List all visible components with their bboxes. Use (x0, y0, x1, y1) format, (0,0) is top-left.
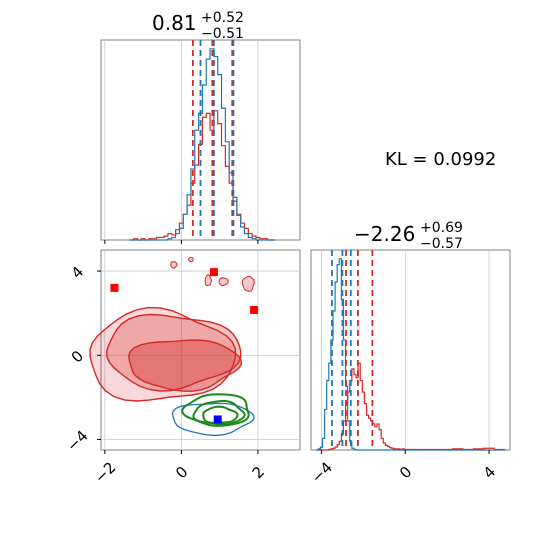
kl-annotation: KL = 0.0992 (385, 149, 496, 170)
green-contour-level (202, 405, 239, 424)
bottom-right-title-value: −2.26 (354, 222, 415, 246)
bottom-right-x-tick-label: 4 (480, 463, 499, 482)
bottom-left-x-tick-label: 2 (249, 463, 268, 482)
blue-square-marker (213, 415, 222, 424)
bottom-left-contours (89, 256, 259, 436)
bottom-left-y-tick-label: −4 (63, 427, 91, 455)
red-contour-level (128, 339, 243, 392)
bottom-right-title-lower: −0.57 (420, 236, 463, 252)
bottom-right-x-tick-label: −4 (308, 458, 336, 486)
bottom-left-panel-frame (100, 249, 301, 451)
red-contour-level (105, 313, 242, 392)
red-square-marker (250, 306, 259, 314)
bottom-left-x-tick-label: −2 (91, 458, 119, 486)
top-left-histogram-red (129, 110, 276, 241)
red-outlier-region (187, 256, 194, 263)
blue-contour-level (171, 402, 255, 436)
bottom-right-histogram-blue (316, 258, 505, 451)
bottom-left-y-tick-label: 0 (68, 347, 87, 366)
red-square-marker (110, 283, 119, 292)
red-outlier-region (218, 277, 229, 287)
top-left-title-value: 0.81 (152, 11, 197, 35)
bottom-right-histogram (316, 250, 506, 451)
bottom-left-y-tick-label: 4 (68, 263, 87, 282)
top-left-histogram-blue (129, 48, 276, 241)
red-square-marker (209, 268, 218, 277)
bottom-right-x-tick-label: 0 (396, 463, 415, 482)
red-outlier-region (241, 275, 255, 292)
red-outlier-region (204, 274, 212, 286)
bottom-right-histogram-red (316, 362, 506, 451)
red-outlier-region (170, 261, 178, 269)
green-contour-level (181, 393, 250, 427)
green-contour-level (192, 399, 246, 426)
top-left-title-lower: −0.51 (201, 26, 244, 42)
bottom-left-x-tick-label: 0 (172, 463, 191, 482)
top-left-title-upper: +0.52 (201, 10, 244, 26)
top-left-histogram (129, 40, 276, 241)
bottom-right-title-upper: +0.69 (420, 220, 463, 236)
grid-lines (101, 40, 490, 450)
